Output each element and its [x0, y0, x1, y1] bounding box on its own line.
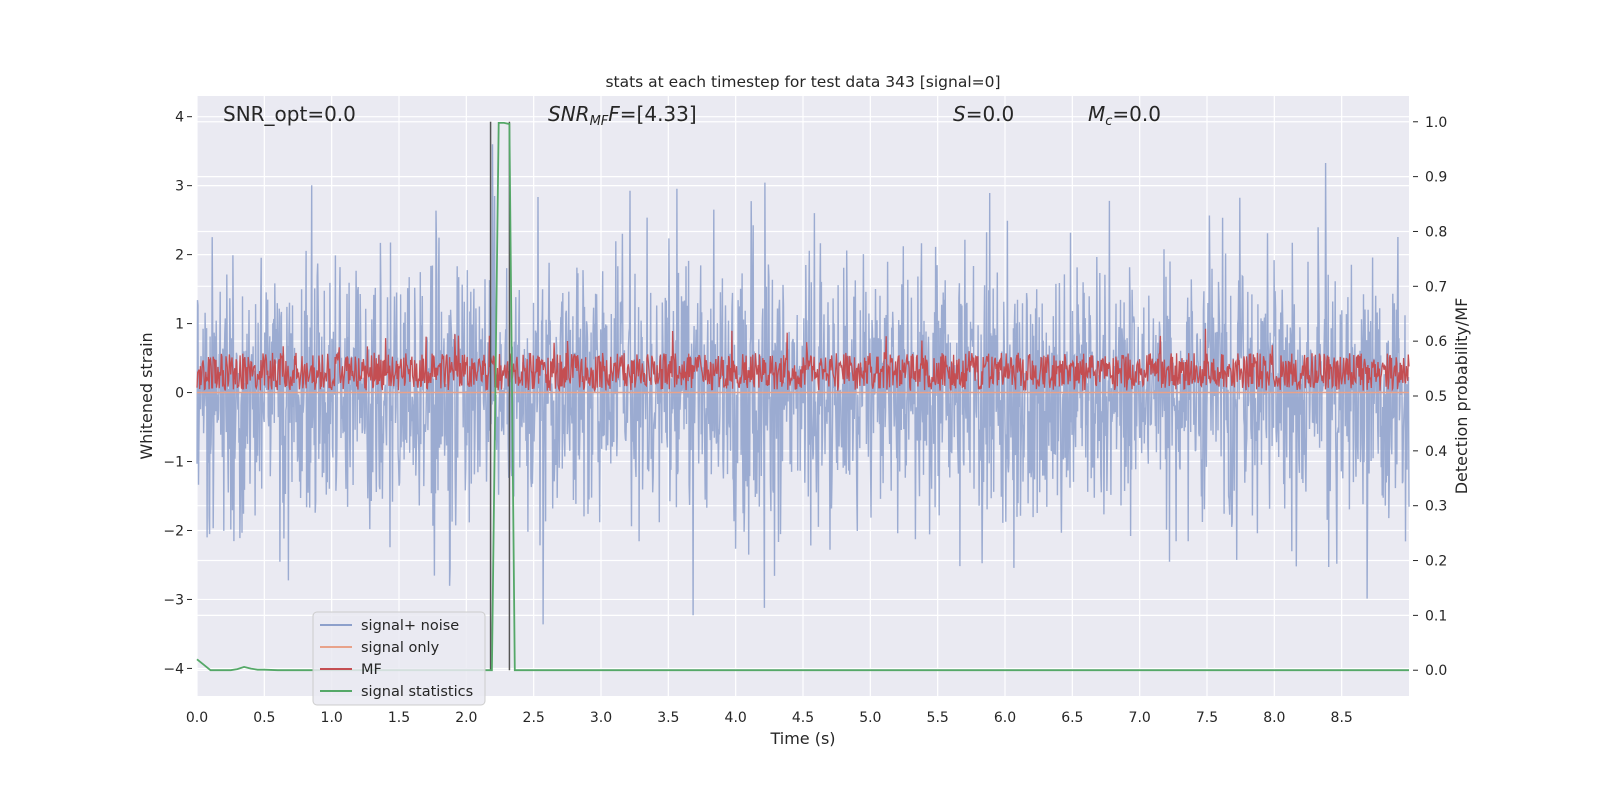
x-axis-label: Time (s) [769, 729, 835, 748]
y-right-tick-label: 0.9 [1425, 170, 1447, 186]
y-right-tick-label: 0.5 [1425, 389, 1447, 405]
annotation-s: S=0.0 [953, 102, 1014, 126]
legend: signal+ noise signal only MF signal stat… [312, 611, 486, 706]
annotation-snr-opt: SNR_opt=0.0 [223, 102, 356, 126]
signal-statistics-series [196, 122, 1409, 672]
y-left-tick-label: −2 [163, 523, 184, 539]
x-tick-label: 2.5 [523, 710, 545, 726]
y-right-tick-label: 0.2 [1425, 554, 1447, 570]
y-left-tick-label: 4 [175, 110, 184, 126]
noise-line [196, 144, 1410, 625]
signal-statistics-line [196, 122, 1409, 672]
x-tick-label: 8.5 [1331, 710, 1353, 726]
mf-series [196, 328, 1410, 393]
y-axis-label-right: Detection probability/MF [1452, 298, 1471, 495]
y-left-tick-label: 2 [175, 248, 184, 264]
x-tick-label: 6.0 [994, 710, 1016, 726]
y-right-tick-label: 0.4 [1425, 444, 1447, 460]
y-left-tick-label: 0 [175, 386, 184, 402]
x-tick-label: 1.5 [388, 710, 410, 726]
y-right-tick-label: 0.8 [1425, 224, 1447, 240]
y-right-tick-label: 0.1 [1425, 608, 1447, 624]
x-tick-label: 3.0 [590, 710, 612, 726]
legend-label-stats: signal statistics [361, 684, 473, 700]
legend-label-noise: signal+ noise [361, 618, 459, 634]
snr-mf-F: F [608, 102, 620, 126]
annotation-mc: Mc=0.0 [1088, 102, 1161, 129]
x-tick-label: 8.0 [1263, 710, 1285, 726]
s-main: S [953, 102, 966, 126]
y-right-tick-label: 0.3 [1425, 499, 1447, 515]
x-tick-label: 7.5 [1196, 710, 1218, 726]
mc-tail: =0.0 [1112, 102, 1161, 126]
x-tick-label: 4.0 [725, 710, 747, 726]
mc-sub: c [1105, 114, 1112, 129]
y-right-tick-label: 1.0 [1425, 115, 1447, 131]
x-tick-label: 1.0 [321, 710, 343, 726]
y-left-tick-label: −1 [163, 455, 184, 471]
y-right-tick-label: 0.0 [1425, 663, 1447, 679]
legend-box [312, 611, 486, 706]
y-axis-label-left: Whitened strain [137, 332, 156, 459]
x-tick-label: 6.5 [1061, 710, 1083, 726]
x-tick-label: 5.5 [927, 710, 949, 726]
x-tick-label: 5.0 [859, 710, 881, 726]
x-tick-labels: 0.0 0.5 1.0 1.5 2.0 2.5 3.0 3.5 4.0 4.5 5.0 5.5 6.0 6… [186, 710, 1353, 726]
snr-mf-main: SNR [548, 102, 590, 126]
y-right-tick-label: 0.7 [1425, 279, 1447, 295]
y-left-tick-label: −4 [163, 661, 184, 677]
x-tick-label: 4.5 [792, 710, 814, 726]
legend-label-signal-only: signal only [361, 640, 440, 656]
y-right-tick-label: 0.6 [1425, 334, 1447, 350]
s-tail: =0.0 [966, 102, 1015, 126]
y-left-tick-label: 3 [175, 179, 184, 195]
x-tick-label: 3.5 [657, 710, 679, 726]
x-tick-label: 0.5 [253, 710, 275, 726]
annotation-snr-mf: SNRMFF=[4.33] [548, 102, 697, 129]
signal-noise-series [196, 144, 1410, 625]
y-left-tick-label: −3 [163, 592, 184, 608]
chart-title: stats at each timestep for test data 343… [605, 73, 1000, 91]
y-left-tick-labels: 4 3 2 1 0 −1 −2 −3 −4 [163, 110, 192, 677]
x-tick-label: 0.0 [186, 710, 208, 726]
mc-main: M [1088, 102, 1105, 126]
snr-mf-tail: =[4.33] [620, 102, 697, 126]
y-left-tick-label: 1 [175, 317, 184, 333]
x-tick-label: 7.0 [1129, 710, 1151, 726]
snr-mf-sub: MF [590, 114, 609, 129]
legend-label-mf: MF [361, 662, 382, 678]
x-tick-label: 2.0 [455, 710, 477, 726]
y-right-tick-labels: 1.0 0.9 0.8 0.7 0.6 0.5 0.4 0.3 0.2 0.1 0.0 [1413, 115, 1447, 679]
mf-line [196, 328, 1410, 393]
